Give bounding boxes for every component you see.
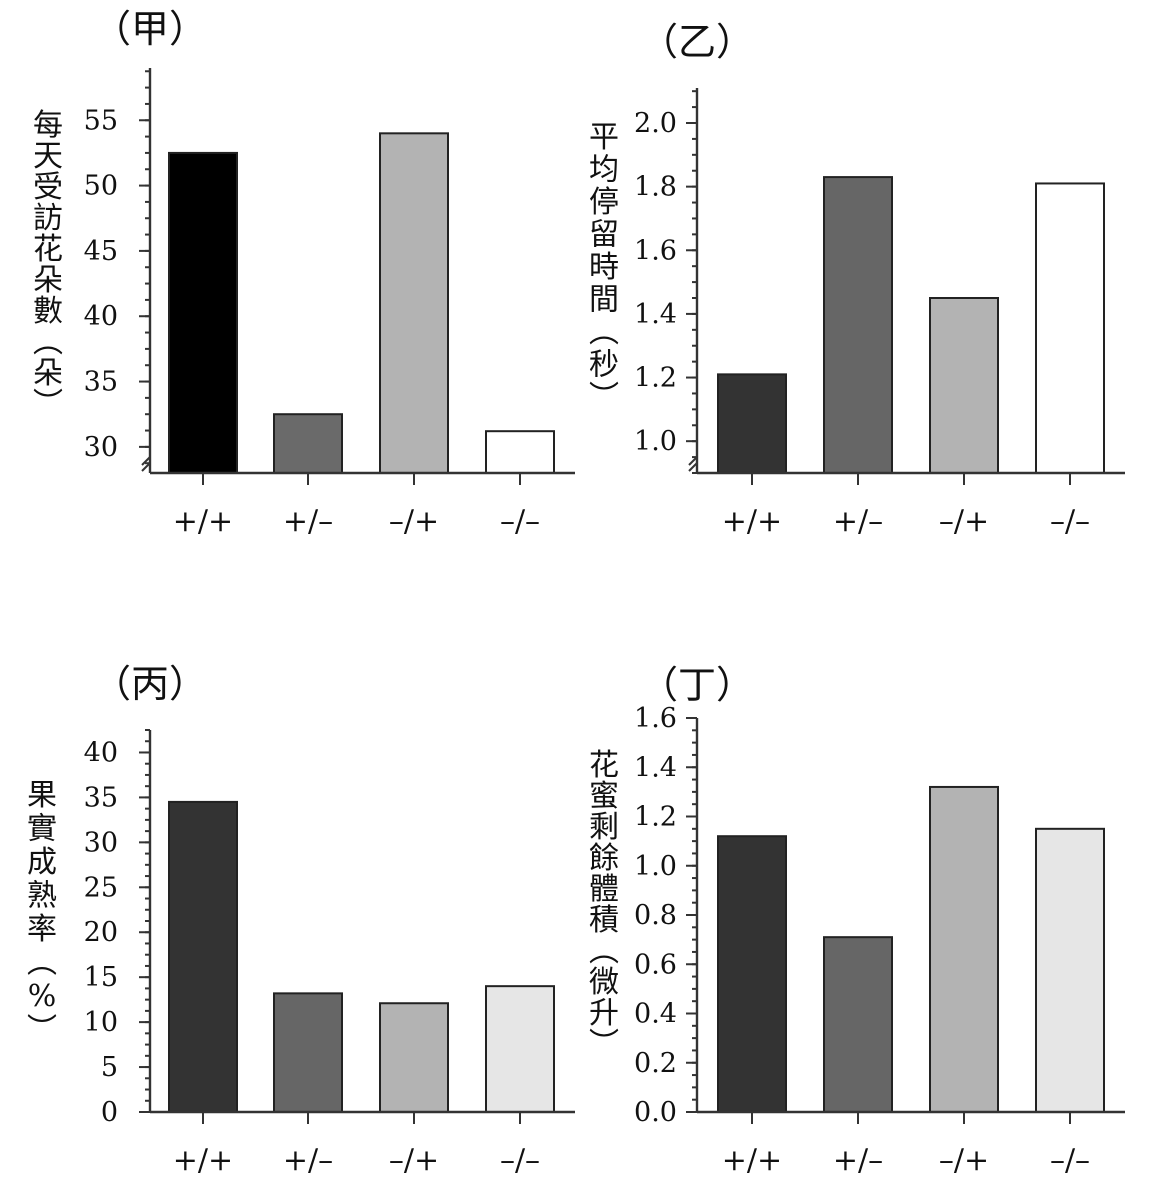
y-tick-label: 0.6 (634, 949, 677, 980)
y-axis-label: 果實成熟率︵% ︶ (27, 778, 57, 1048)
x-tick-label: +/– (833, 504, 883, 539)
chart-panel-2: （乙） 平均停留時間︵秒︶ 1.0 1.2 1.4 1.6 1.8 2.0 +/+ +/– –/+ –… (589, 20, 1125, 539)
y-tick-label: 15 (84, 962, 118, 993)
y-tick-label: 1.8 (634, 172, 677, 203)
x-tick-label: –/+ (939, 504, 989, 539)
panel-title: （丁） (640, 663, 754, 707)
bar-1 (168, 800, 238, 1113)
axis-break-mark (141, 462, 151, 472)
y-tick-label: 0.8 (634, 900, 677, 931)
x-tick-label: +/+ (722, 504, 782, 539)
y-tick-label: 1.0 (634, 851, 677, 882)
y-tick-label: 0.0 (634, 1097, 677, 1128)
x-tick-label: +/+ (173, 504, 233, 539)
panel-title: （甲） (93, 7, 207, 51)
y-tick-label: 5 (101, 1052, 118, 1083)
bar-4 (485, 430, 555, 474)
x-tick-label: –/+ (389, 504, 439, 539)
x-tick-label: –/+ (389, 1143, 439, 1178)
y-tick-label: 1.4 (634, 299, 677, 330)
y-tick-label: 45 (84, 236, 118, 267)
bar-4 (485, 985, 555, 1114)
bar-4 (1035, 182, 1105, 474)
bar-2 (273, 413, 343, 475)
y-tick-label: 40 (84, 737, 118, 768)
x-tick-label: +/– (833, 1143, 883, 1178)
y-tick-label: 1.6 (634, 235, 677, 266)
y-tick-label: 55 (84, 105, 118, 136)
bar-3 (379, 1002, 449, 1114)
x-tick-label: –/+ (939, 1143, 989, 1178)
x-tick-label: –/– (1050, 1143, 1090, 1178)
y-tick-label: 1.2 (634, 802, 677, 833)
y-tick-label: 25 (84, 872, 118, 903)
panel-title: （丙） (93, 662, 207, 706)
axis-break-mark (688, 456, 698, 466)
y-tick-label: 1.6 (634, 703, 677, 734)
bar-3 (929, 297, 999, 474)
y-tick-label: 1.4 (634, 752, 677, 783)
y-axis-label: 花蜜剩餘體積︵微升︶ (589, 748, 619, 1062)
y-tick-label: 0.4 (634, 999, 677, 1030)
bar-1 (168, 151, 238, 475)
bar-2 (823, 936, 893, 1113)
x-tick-label: –/– (500, 504, 540, 539)
bar-4 (1035, 827, 1105, 1113)
bar-2 (273, 992, 343, 1113)
y-tick-label: 20 (84, 917, 118, 948)
chart-panel-4: （丁） 花蜜剩餘體積︵微升︶ 0.0 0.2 0.4 0.6 0.8 1.0 1.2 1.4 1.6… (589, 663, 1125, 1178)
x-tick-label: –/– (500, 1143, 540, 1178)
y-tick-label: 0 (101, 1097, 118, 1128)
y-tick-label: 30 (84, 827, 118, 858)
y-axis-label: 平均停留時間︵秒︶ (589, 120, 619, 415)
y-tick-label: 0.2 (634, 1048, 677, 1079)
bar-3 (379, 132, 449, 475)
y-tick-label: 1.0 (634, 426, 677, 457)
bar-1 (717, 835, 787, 1113)
bar-3 (929, 785, 999, 1113)
bar-2 (823, 176, 893, 474)
y-tick-label: 1.2 (634, 363, 677, 394)
axis-break-mark (688, 462, 698, 472)
y-tick-label: 50 (84, 171, 118, 202)
bar-1 (717, 373, 787, 475)
chart-panel-1: （甲） 每天受訪花朵數︵朵︶ 30 35 40 45 50 55 +/+ +/– –/+ –/– (33, 7, 575, 539)
x-tick-label: –/– (1050, 504, 1090, 539)
y-axis-label: 每天受訪花朵數︵朵︶ (33, 108, 63, 422)
y-tick-label: 35 (84, 782, 118, 813)
y-tick-label: 35 (84, 367, 118, 398)
panel-title: （乙） (640, 20, 754, 64)
chart-panel-3: （丙） 果實成熟率︵% ︶ 0 5 10 15 20 25 30 35 40 +/+ +/– –/+ –/– (27, 662, 575, 1178)
x-tick-label: +/+ (722, 1143, 782, 1178)
axis-break-mark (141, 456, 151, 466)
x-tick-label: +/– (283, 1143, 333, 1178)
x-tick-label: +/– (283, 504, 333, 539)
y-tick-label: 40 (84, 301, 118, 332)
y-tick-label: 2.0 (634, 108, 677, 139)
y-tick-label: 30 (84, 432, 118, 463)
y-tick-label: 10 (84, 1007, 118, 1038)
x-tick-label: +/+ (173, 1143, 233, 1178)
